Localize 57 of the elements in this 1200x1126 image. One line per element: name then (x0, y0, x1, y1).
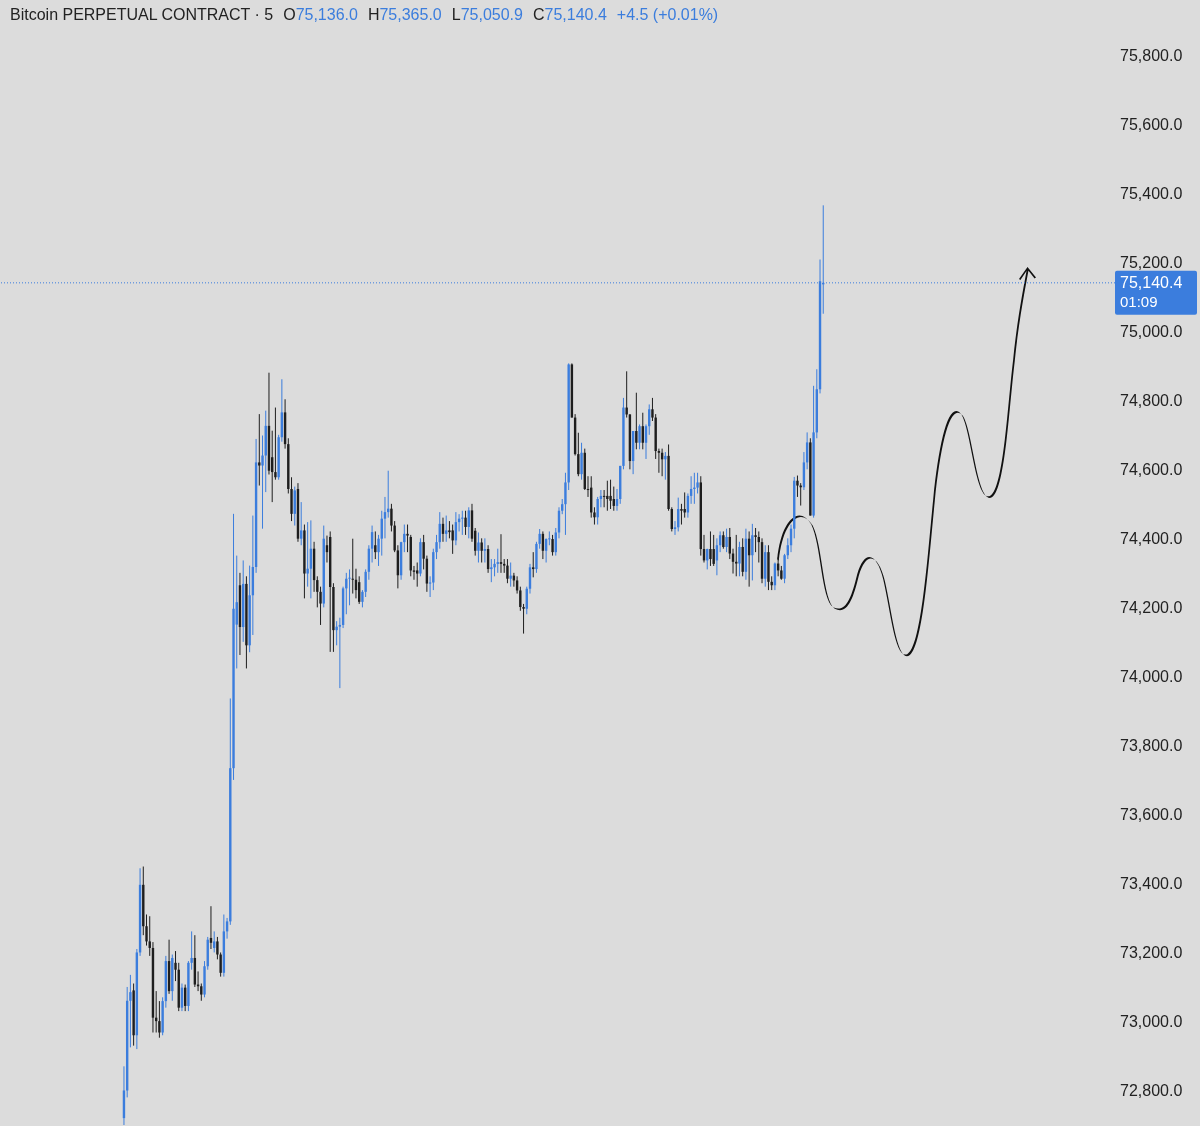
y-tick-label: 75,000.0 (1120, 323, 1183, 341)
candlestick (606, 480, 609, 512)
candlestick (416, 562, 419, 588)
candlestick (680, 503, 683, 526)
candlestick (506, 558, 509, 584)
candlestick (735, 534, 738, 577)
candlestick (635, 392, 638, 450)
candlestick (580, 442, 583, 481)
annotation: C75,140.4 (532, 6, 607, 24)
y-tick-label: 75,200.0 (1120, 254, 1183, 272)
candlestick (451, 524, 454, 555)
y-tick-label: 73,000.0 (1120, 1013, 1183, 1031)
candlestick (664, 451, 667, 481)
y-tick-label: 75,600.0 (1120, 116, 1183, 134)
y-tick-label: 73,200.0 (1120, 944, 1183, 962)
annotation: H75,365.0 (367, 6, 442, 24)
candlestick (638, 423, 641, 450)
y-tick-label: 72,800.0 (1120, 1082, 1183, 1100)
candlestick (709, 530, 712, 567)
chart-title: Bitcoin PERPETUAL CONTRACT · 5 (10, 6, 274, 24)
annotation: L75,050.9 (451, 6, 523, 24)
candlestick (625, 370, 628, 419)
candlestick (490, 558, 493, 583)
y-tick-label: 74,600.0 (1120, 461, 1183, 479)
candlestick (509, 562, 512, 588)
candlestick (300, 501, 303, 546)
candlestick (258, 413, 261, 487)
candlestick (609, 479, 612, 510)
y-tick-label: 74,800.0 (1120, 392, 1183, 410)
candlestick (403, 524, 406, 553)
y-tick-label: 75,800.0 (1120, 47, 1183, 65)
candlestick (693, 472, 696, 505)
ref-line-label: 75,140.4 (1120, 273, 1183, 291)
annotation: O75,136.0 (283, 6, 358, 24)
candlestick (738, 541, 741, 577)
text: 01:09 (1120, 292, 1158, 310)
candlestick (725, 528, 728, 553)
candlestick (496, 548, 499, 574)
candlestick (374, 530, 377, 560)
annotation: +4.5 (+0.01%) (616, 6, 719, 24)
y-tick-label: 74,000.0 (1120, 668, 1183, 686)
candlestick (351, 538, 354, 595)
y-tick-label: 74,200.0 (1120, 599, 1183, 617)
candlestick (602, 489, 606, 508)
y-tick-label: 75,400.0 (1120, 185, 1183, 203)
y-tick-label: 73,600.0 (1120, 806, 1183, 824)
candlestick (712, 534, 715, 567)
y-tick-label: 74,400.0 (1120, 530, 1183, 548)
candlestick (477, 531, 480, 563)
candlestick (480, 537, 483, 563)
candlestick (461, 510, 464, 536)
y-tick-label: 73,800.0 (1120, 737, 1183, 755)
candlestick (751, 523, 754, 581)
candlestick (551, 534, 554, 557)
candlestick (464, 510, 467, 536)
y-tick-label: 73,400.0 (1120, 875, 1183, 893)
candlestick (532, 551, 535, 578)
